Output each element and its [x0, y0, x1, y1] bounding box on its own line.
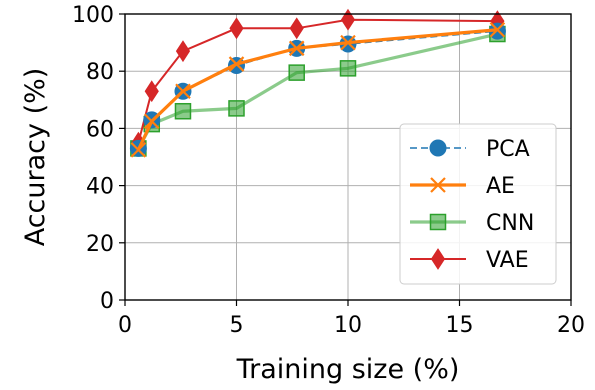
legend-item-ae: AE: [410, 174, 515, 199]
legend-label-pca: PCA: [486, 137, 530, 162]
legend: PCA AE CNN VAE: [399, 123, 557, 285]
legend-label-vae: VAE: [486, 248, 529, 273]
data-point-cnn: [339, 60, 357, 77]
legend-marker-ae: [430, 177, 446, 193]
y-tick-label: 80: [86, 60, 114, 85]
legend-label-ae: AE: [486, 174, 515, 199]
data-point-ae: [489, 21, 506, 38]
x-tick-label: 0: [118, 313, 132, 338]
legend-marker-vae: [430, 248, 446, 270]
y-tick-label: 20: [86, 232, 114, 257]
data-point-ae: [130, 142, 147, 158]
data-point-vae: [340, 8, 356, 31]
series-layer: [129, 8, 506, 158]
x-tick-label: 10: [334, 313, 362, 338]
legend-box: [399, 123, 557, 285]
data-point-ae: [175, 83, 191, 99]
series-ae: [130, 21, 506, 158]
data-point-vae: [144, 80, 159, 103]
data-point-vae: [229, 17, 244, 40]
legend-marker-pca: [429, 139, 447, 157]
y-tick-label: 0: [100, 289, 114, 314]
y-tick-label: 40: [86, 175, 114, 200]
data-point-ae: [340, 34, 356, 51]
data-point-ae: [228, 56, 245, 72]
data-point-vae: [175, 40, 191, 63]
ticks: 0 5 10 15 20 0 20 40 60 80 100: [72, 3, 585, 338]
y-tick-label: 60: [86, 117, 114, 142]
data-point-cnn: [174, 102, 192, 120]
legend-label-cnn: CNN: [486, 211, 534, 236]
legend-marker-cnn: [429, 213, 447, 231]
x-tick-label: 20: [557, 313, 585, 338]
y-tick-label: 100: [72, 3, 114, 28]
x-tick-label: 5: [230, 313, 244, 338]
data-point-ae: [288, 40, 305, 57]
x-axis-label: Training size (%): [236, 354, 460, 385]
data-point-cnn: [228, 100, 245, 117]
legend-item-cnn: CNN: [410, 211, 534, 236]
data-point-ae: [143, 113, 160, 130]
x-tick-label: 15: [446, 313, 474, 338]
legend-item-vae: VAE: [410, 248, 529, 273]
series-vae: [131, 8, 505, 154]
y-axis-label: Accuracy (%): [20, 68, 51, 247]
legend-item-pca: PCA: [410, 137, 530, 162]
data-point-vae: [289, 17, 304, 40]
data-point-cnn: [288, 64, 305, 81]
